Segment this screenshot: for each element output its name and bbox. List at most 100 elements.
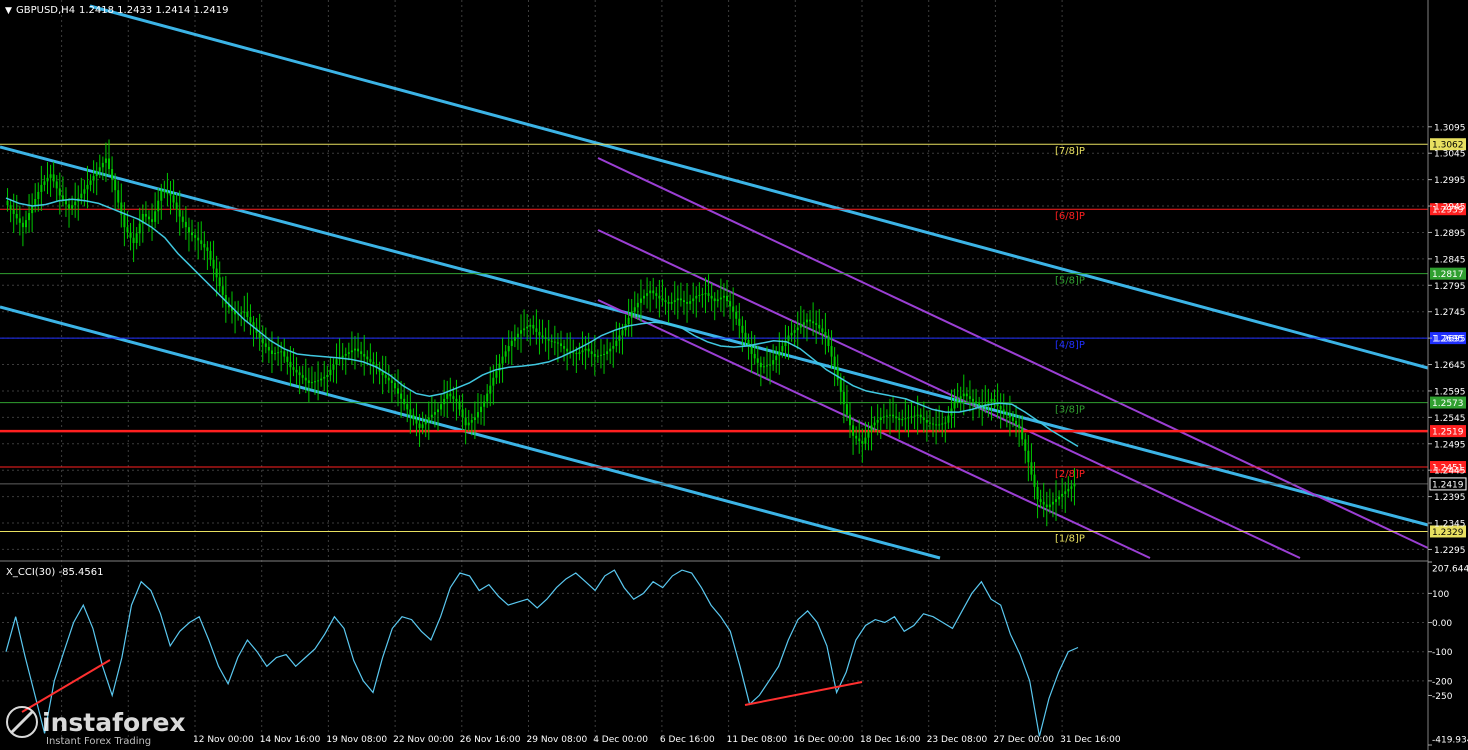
candle-body: [446, 393, 449, 399]
candle-body: [412, 414, 415, 420]
candle-body: [898, 418, 901, 420]
level-price-label: 1.2329: [1432, 528, 1464, 538]
candle-body: [384, 375, 387, 378]
candle-body: [144, 213, 147, 217]
candle-body: [698, 294, 701, 296]
time-axis: 12 Nov 00:00 14 Nov 16:00 19 Nov 08:00 22 N…: [193, 735, 1121, 745]
candle-body: [876, 420, 879, 423]
candle-body: [258, 332, 261, 339]
candle-body: [815, 323, 818, 325]
candle-body: [870, 425, 873, 432]
candle-body: [95, 171, 98, 177]
candle-body: [15, 213, 18, 219]
candle-body: [852, 425, 855, 436]
candle-body: [274, 353, 277, 355]
candle-body: [593, 353, 596, 357]
candle-body: [480, 406, 483, 413]
candle-body: [627, 317, 630, 325]
candle-body: [563, 346, 566, 349]
candle-body: [535, 328, 538, 332]
candle-body: [267, 346, 270, 351]
candle-body: [224, 294, 227, 304]
channel-blue-upper: [89, 4, 1429, 370]
candle-body: [64, 199, 67, 205]
candle-body: [495, 370, 498, 378]
candle-body: [209, 250, 212, 260]
candle-body: [928, 422, 931, 424]
candle-body: [52, 174, 55, 182]
candle-body: [141, 213, 144, 224]
candle-body: [34, 198, 37, 207]
time-tick-label: 31 Dec 16:00: [1060, 735, 1121, 745]
candle-body: [415, 419, 418, 424]
candle-body: [353, 348, 356, 351]
candle-body: [449, 393, 452, 397]
candle-body: [845, 404, 848, 415]
divergence-line-1: [21, 659, 111, 713]
candle-body: [197, 237, 200, 241]
candle-body: [292, 367, 295, 370]
candle-body: [98, 167, 101, 172]
level-price-box: [1430, 267, 1466, 280]
candle-body: [842, 391, 845, 405]
candle-body: [812, 321, 815, 324]
candle-body: [596, 355, 599, 357]
candle-body: [965, 393, 968, 397]
price-tick-label: 1.2295: [1434, 546, 1466, 556]
candle-body: [326, 375, 329, 377]
level-price-label: 1.2817: [1432, 270, 1464, 280]
candle-body: [993, 398, 996, 403]
candle-body: [360, 351, 363, 354]
candle-body: [24, 220, 27, 228]
candle-body: [996, 402, 999, 406]
candle-body: [461, 409, 464, 418]
candle-body: [1042, 501, 1045, 505]
candle-body: [550, 340, 553, 342]
price-axis: 1.3095 1.3045 1.2995 1.2945 1.2895 1.2845 1.27…: [1428, 123, 1466, 556]
candle-body: [1048, 504, 1051, 508]
cci-tick-label: -200: [1432, 677, 1453, 687]
candle-body: [553, 341, 556, 343]
candle-body: [947, 415, 950, 423]
candle-body: [707, 293, 710, 296]
candle-body: [956, 398, 959, 402]
candle-body: [397, 388, 400, 394]
candle-body: [652, 290, 655, 294]
candle-body: [1002, 409, 1005, 413]
candle-body: [901, 419, 904, 421]
candle-body: [932, 423, 935, 425]
candle-body: [753, 353, 756, 359]
candle-body: [409, 409, 412, 415]
channel-blue-lower: [0, 305, 941, 560]
channel-purple-lower: [597, 299, 1151, 559]
candle-body: [381, 371, 384, 376]
candle-body: [169, 193, 172, 196]
candle-body: [483, 401, 486, 407]
candle-body: [796, 327, 799, 331]
candle-body: [987, 401, 990, 405]
candle-body: [1073, 483, 1076, 487]
candle-body: [289, 361, 292, 368]
candle-body: [347, 352, 350, 354]
candle-body: [277, 352, 280, 354]
candle-body: [544, 337, 547, 339]
level-price-label: 1.2573: [1432, 399, 1464, 409]
candle-body: [12, 209, 15, 214]
candle-body: [455, 398, 458, 402]
candle-body: [781, 346, 784, 352]
candle-body: [160, 190, 163, 201]
symbol-label: GBPUSD,H4: [16, 5, 75, 16]
candle-body: [489, 385, 492, 394]
level-price-box: [1430, 332, 1466, 345]
candle-body: [566, 348, 569, 352]
candle-body: [523, 328, 526, 331]
collapse-arrow-icon[interactable]: ▼: [5, 6, 12, 16]
candle-body: [704, 293, 707, 295]
candle-body: [513, 337, 516, 341]
candle-body: [861, 441, 864, 444]
candle-body: [830, 346, 833, 357]
candle-body: [913, 415, 916, 417]
